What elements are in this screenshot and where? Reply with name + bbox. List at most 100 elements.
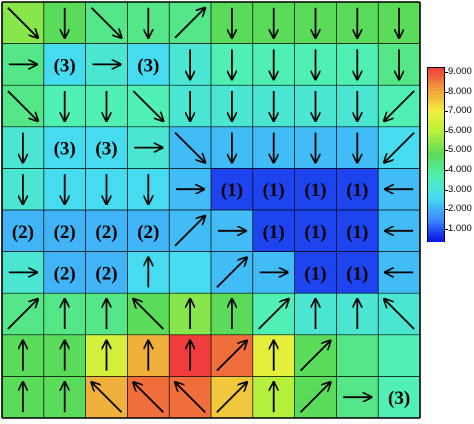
cell-label-r3-c2: (3): [95, 139, 117, 160]
legend-tick-label: 9.000: [448, 66, 472, 77]
flow-arrow-ne-r0-c4: [174, 8, 205, 39]
cell-label-r6-c2: (2): [95, 263, 117, 284]
grid-cell-r4-c6: [252, 168, 295, 210]
legend-tick-mark: [445, 150, 448, 152]
legend-swatch: [428, 157, 444, 161]
grid-cell-r6-c4: [169, 251, 211, 294]
grid-cell-r6-c1: [43, 251, 86, 294]
legend-swatch: [428, 102, 444, 107]
cell-label-r1-c1: (3): [54, 55, 76, 76]
grid-cell-r6-c2: [85, 251, 128, 294]
legend-tick-mark: [445, 111, 448, 113]
legend-tick-label: 6.000: [448, 124, 472, 136]
legend-swatch: [428, 180, 444, 184]
legend-swatch: [428, 125, 444, 130]
legend-swatch: [428, 79, 444, 83]
legend-swatch: [428, 151, 444, 156]
legend-swatch: [428, 119, 444, 124]
legend-tick-label: 3.000: [448, 183, 472, 195]
grid-cell-r4-c7: [294, 168, 337, 210]
legend-swatch: [428, 177, 444, 182]
flow-arrow-se-r2-c0: [7, 90, 38, 121]
legend-swatch: [428, 85, 444, 89]
flow-arrow-se-r0-c2: [90, 7, 122, 38]
flow-arrow-ne-r9-c5: [216, 382, 247, 413]
flow-arrow-nw-r7-c9: [384, 299, 415, 330]
legend-swatch: [428, 114, 444, 118]
legend-tick-label: 8.000: [448, 85, 472, 97]
grid-cell-r3-c1: [43, 126, 86, 169]
cell-label-r4-c5: (1): [221, 180, 243, 201]
cell-label-r1-c3: (3): [137, 55, 159, 76]
legend-swatch: [428, 209, 444, 213]
legend-swatch: [428, 128, 444, 133]
grid-cell-r4-c5: [211, 168, 253, 210]
legend-tick-label: 4.000: [448, 164, 472, 175]
legend-swatch: [428, 186, 444, 190]
grid-cell-r5-c7: [294, 210, 337, 252]
legend-tick-mark: [445, 189, 448, 191]
cell-label-r9-c9: (3): [388, 388, 410, 409]
legend-swatch: [428, 160, 444, 164]
legend-swatch: [428, 220, 444, 225]
legend-swatch: [428, 197, 444, 202]
legend-swatch: [428, 212, 444, 216]
marks-layer: (3) (3) (3) (3) (1) (1) (1) (1) (2) (2) (2) (2) (1) (…: [7, 7, 415, 413]
color-legend: [427, 67, 445, 242]
legend-tick-label: 1.000: [448, 222, 472, 234]
legend-swatch: [428, 68, 444, 72]
cell-label-r5-c0: (2): [12, 222, 34, 243]
legend-swatch: [428, 163, 444, 167]
flow-arrow-nw-r9-c3: [133, 382, 164, 413]
flow-arrow-ne-r5-c4: [174, 216, 205, 247]
legend-swatch: [428, 203, 444, 207]
legend-swatch: [428, 73, 444, 78]
grid-cell-r5-c2: [85, 210, 128, 252]
cell-label-r6-c7: (1): [304, 263, 326, 284]
legend-tick-mark: [445, 130, 448, 132]
cell-label-r5-c3: (2): [137, 222, 159, 243]
grid-cell-r4-c8: [336, 168, 379, 210]
cell-label-r6-c8: (1): [346, 263, 368, 284]
grid-cell-r1-c3: [127, 43, 170, 86]
flow-arrow-sw-r2-c9: [384, 90, 415, 121]
grid-cell-r6-c8: [336, 251, 379, 294]
cell-label-r4-c7: (1): [304, 180, 326, 201]
legend-swatch: [428, 134, 444, 138]
legend-swatch: [428, 82, 444, 86]
flow-arrow-ne-r7-c0: [7, 299, 38, 330]
legend-tick-mark: [445, 91, 448, 93]
cell-label-r5-c8: (1): [346, 222, 368, 243]
legend-swatch: [428, 108, 444, 112]
legend-tick-mark: [445, 72, 448, 73]
legend-tick-label: 5.000: [448, 144, 472, 156]
cell-label-r5-c2: (2): [95, 222, 117, 243]
legend-swatch: [428, 140, 444, 144]
legend-swatch: [428, 191, 444, 196]
legend-swatch: [428, 96, 444, 101]
legend-swatch: [428, 142, 444, 147]
legend-tick-label: 2.000: [448, 203, 472, 215]
legend-swatch: [428, 206, 444, 210]
legend-swatch: [428, 93, 444, 98]
legend-swatch: [428, 238, 444, 242]
legend-swatch: [428, 229, 444, 233]
legend-tick-mark: [445, 209, 448, 211]
legend-swatch: [428, 88, 444, 92]
flow-arrow-ne-r8-c5: [216, 341, 247, 372]
legend-swatch: [428, 145, 444, 150]
legend-swatch: [428, 154, 444, 158]
cell-label-r3-c1: (3): [54, 139, 76, 160]
grid-lines: [1, 1, 421, 419]
legend-swatch: [428, 215, 444, 219]
legend-swatch: [428, 174, 444, 179]
flow-arrow-ne-r8-c7: [299, 341, 331, 372]
legend-swatch: [428, 137, 444, 141]
flow-arrow-ne-r6-c5: [216, 257, 247, 289]
legend-swatch: [428, 99, 444, 104]
legend-swatch: [428, 200, 444, 205]
grid-cell-r1-c1: [43, 43, 86, 86]
flow-arrow-se-r3-c4: [174, 131, 205, 163]
flow-arrow-se-r2-c3: [132, 90, 163, 121]
flow-arrow-ne-r7-c6: [258, 299, 289, 330]
